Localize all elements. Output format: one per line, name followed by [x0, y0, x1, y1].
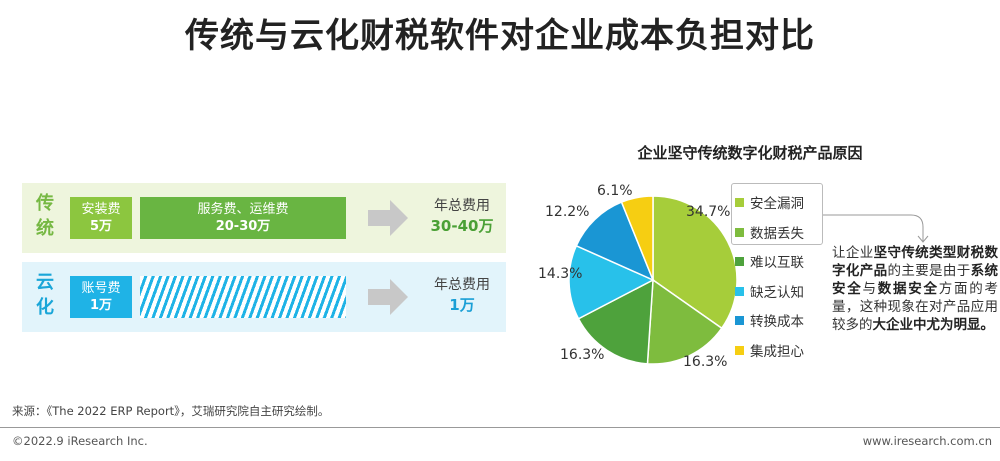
note-text: 让企业: [832, 245, 874, 261]
pie-percent-label: 12.2%: [545, 204, 590, 220]
legend-swatch: [735, 316, 744, 325]
service-fee-value: 20-30万: [215, 219, 271, 234]
pie-slice-5: [575, 201, 655, 282]
cloud-label: 云化: [36, 272, 54, 318]
legend-swatch: [735, 345, 744, 355]
pie-slice-6: [620, 195, 654, 281]
traditional-total: 年总费用 30-40万: [412, 196, 512, 236]
legend-item: 难以互联: [735, 251, 825, 271]
legend-swatch: [735, 257, 744, 266]
pie-slice-3: [577, 278, 654, 365]
note-bold: 大企业中尤为明显。: [872, 317, 995, 333]
cloud-total: 年总费用 1万: [412, 275, 512, 315]
cloud-total-label: 年总费用: [434, 277, 490, 293]
legend-swatch: [735, 286, 744, 296]
legend-item: 转换成本: [735, 310, 825, 330]
cloud-row: 云化 账号费 1万 年总费用 1万: [22, 262, 506, 332]
pie-percent-label: 16.3%: [683, 354, 728, 370]
account-fee-label: 账号费: [81, 281, 121, 296]
footer-divider: [0, 427, 1000, 428]
legend-item: 集成担心: [735, 340, 825, 360]
copyright: ©2022.9 iResearch Inc.: [12, 434, 148, 448]
legend-label: 缺乏认知: [750, 284, 804, 301]
traditional-total-value: 30-40万: [430, 217, 494, 235]
traditional-row: 传统 安装费 5万 服务费、运维费 20-30万 年总费用 30-40万: [22, 183, 506, 253]
legend-label: 集成担心: [750, 343, 804, 360]
pie-slice-2: [646, 278, 723, 365]
pie-percent-label: 34.7%: [686, 204, 731, 220]
install-fee-value: 5万: [89, 219, 113, 234]
account-fee-value: 1万: [89, 298, 113, 313]
pie-percent-label: 16.3%: [560, 347, 605, 363]
arrow-right-icon: [368, 279, 408, 315]
pie-legend: 安全漏洞数据丢失难以互联缺乏认知转换成本集成担心: [731, 189, 825, 360]
cloud-total-value: 1万: [449, 296, 475, 314]
legend-item: 缺乏认知: [735, 281, 825, 301]
pie-percent-label: 6.1%: [597, 183, 633, 199]
pie-slice-1: [652, 195, 738, 330]
source-note: 来源：《The 2022 ERP Report》，艾瑞研究院自主研究绘制。: [12, 404, 330, 418]
service-fee-label: 服务费、运维费: [197, 202, 289, 217]
note-bold: 系统安全: [832, 263, 999, 297]
legend-swatch: [735, 227, 744, 237]
pie-percent-label: 14.3%: [538, 266, 583, 282]
legend-label: 难以互联: [750, 255, 804, 271]
note-text: 方面的考量，这种现象在对产品应用较多的: [832, 281, 998, 333]
legend-highlight-box: [731, 183, 823, 245]
pie-chart-title: 企业坚守传统数字化财税产品原因: [637, 144, 863, 162]
note-text: 与: [862, 281, 878, 297]
traditional-label: 传统: [36, 193, 54, 239]
legend-item: 数据丢失: [735, 222, 825, 242]
striped-bar: [140, 276, 346, 318]
note-bold: 数据安全: [877, 281, 939, 297]
connector-line: [823, 214, 929, 243]
legend-label: 安全漏洞: [750, 196, 804, 212]
legend-swatch: [735, 198, 744, 207]
legend-label: 转换成本: [750, 314, 804, 330]
explanation-note: 让企业坚守传统类型财税数字化产品的主要是由于系统安全与数据安全方面的考量，这种现…: [832, 244, 998, 334]
install-fee-label: 安装费: [81, 202, 121, 217]
account-fee-box: 账号费 1万: [70, 276, 132, 318]
arrow-right-icon: [368, 200, 408, 236]
page-title: 传统与云化财税软件对企业成本负担对比: [185, 16, 815, 56]
install-fee-box: 安装费 5万: [70, 197, 132, 239]
note-bold: 坚守传统类型财税数字化产品: [832, 245, 999, 279]
legend-item: 安全漏洞: [735, 192, 825, 212]
pie-slice-4: [568, 244, 655, 320]
legend-label: 数据丢失: [750, 225, 804, 242]
traditional-total-label: 年总费用: [434, 198, 490, 214]
service-fee-box: 服务费、运维费 20-30万: [140, 197, 346, 239]
website-link[interactable]: www.iresearch.com.cn: [862, 434, 992, 448]
note-text: 的主要是由于: [887, 263, 971, 279]
pie-chart: [568, 195, 738, 365]
